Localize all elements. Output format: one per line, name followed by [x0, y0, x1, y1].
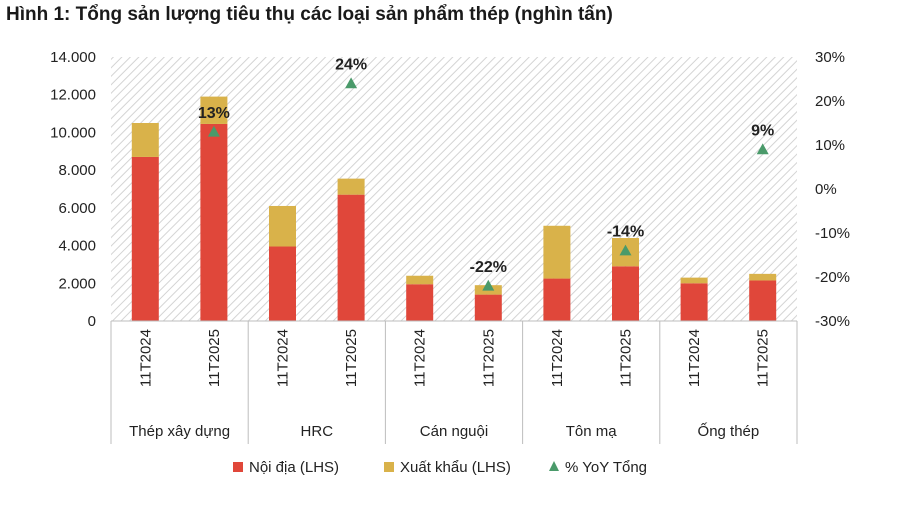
bar-export — [269, 205, 296, 247]
group-label: Thép xây dựng — [129, 423, 230, 440]
legend-label: Xuất khẩu (LHS) — [400, 459, 511, 476]
left-axis-tick-label: 14.000 — [50, 49, 96, 66]
bar-domestic — [474, 294, 502, 321]
legend-export: Xuất khẩu (LHS) — [384, 459, 511, 476]
left-axis-tick-label: 10.000 — [50, 124, 96, 141]
period-tick-label: 11T2024 — [275, 329, 292, 387]
right-axis-tick-label: 20% — [815, 93, 845, 110]
bar-domestic — [200, 123, 228, 321]
legend-yoy: % YoY Tổng — [549, 459, 647, 476]
bar-domestic — [680, 283, 708, 321]
right-axis-tick-label: 30% — [815, 49, 845, 66]
group-label: HRC — [301, 423, 334, 440]
yoy-marker — [756, 143, 769, 155]
period-tick-label: 11T2024 — [412, 329, 429, 387]
period-tick-label: 11T2025 — [618, 329, 635, 387]
bar-domestic — [406, 284, 434, 321]
yoy-label: 13% — [198, 105, 230, 122]
left-axis-tick-label: 2.000 — [58, 275, 96, 292]
legend-swatch — [384, 462, 394, 472]
bar-domestic — [131, 156, 159, 321]
yoy-label: 9% — [751, 122, 774, 139]
right-axis-tick-label: -20% — [815, 269, 850, 286]
bar-domestic — [269, 246, 296, 321]
bar-export — [200, 96, 228, 124]
right-axis-tick-label: -30% — [815, 313, 850, 330]
yoy-marker — [207, 125, 220, 137]
bar-domestic — [612, 266, 639, 321]
bar-domestic — [337, 194, 365, 321]
chart-title: Hình 1: Tổng sản lượng tiêu thụ các loại… — [6, 4, 613, 25]
bar-export — [131, 123, 159, 157]
bar-export — [680, 277, 708, 284]
legend-label: % YoY Tổng — [565, 459, 647, 476]
left-axis-tick-label: 4.000 — [58, 238, 96, 255]
left-axis-tick-label: 0 — [88, 313, 96, 330]
left-axis-tick-label: 8.000 — [58, 162, 96, 179]
right-axis-tick-label: 10% — [815, 137, 845, 154]
yoy-marker — [482, 279, 495, 291]
legend-domestic: Nội địa (LHS) — [233, 459, 339, 476]
legend-swatch — [233, 462, 243, 472]
bar-export — [406, 275, 434, 285]
period-tick-label: 11T2025 — [206, 329, 223, 387]
yoy-label: 24% — [335, 56, 367, 73]
bar-export — [749, 273, 777, 281]
group-label: Tôn mạ — [566, 423, 618, 440]
bar-export — [543, 225, 571, 279]
period-tick-label: 11T2024 — [686, 329, 703, 387]
right-axis-tick-label: -10% — [815, 225, 850, 242]
bar-domestic — [749, 280, 777, 321]
period-tick-label: 11T2025 — [480, 329, 497, 387]
yoy-label: -14% — [607, 224, 644, 241]
period-tick-label: 11T2024 — [549, 329, 566, 387]
period-tick-label: 11T2024 — [137, 329, 154, 387]
legend-swatch — [549, 461, 559, 471]
bar-export — [337, 178, 365, 195]
period-tick-label: 11T2025 — [755, 329, 772, 387]
yoy-label: -22% — [470, 259, 507, 276]
left-axis-tick-label: 12.000 — [50, 87, 96, 104]
yoy-marker — [619, 244, 632, 256]
legend-label: Nội địa (LHS) — [249, 459, 339, 476]
right-axis-tick-label: 0% — [815, 181, 837, 198]
bar-domestic — [543, 278, 571, 321]
yoy-marker — [345, 77, 358, 89]
group-label: Cán nguội — [420, 423, 488, 440]
period-tick-label: 11T2025 — [343, 329, 360, 387]
left-axis-tick-label: 6.000 — [58, 200, 96, 217]
group-label: Ống thép — [698, 422, 760, 440]
